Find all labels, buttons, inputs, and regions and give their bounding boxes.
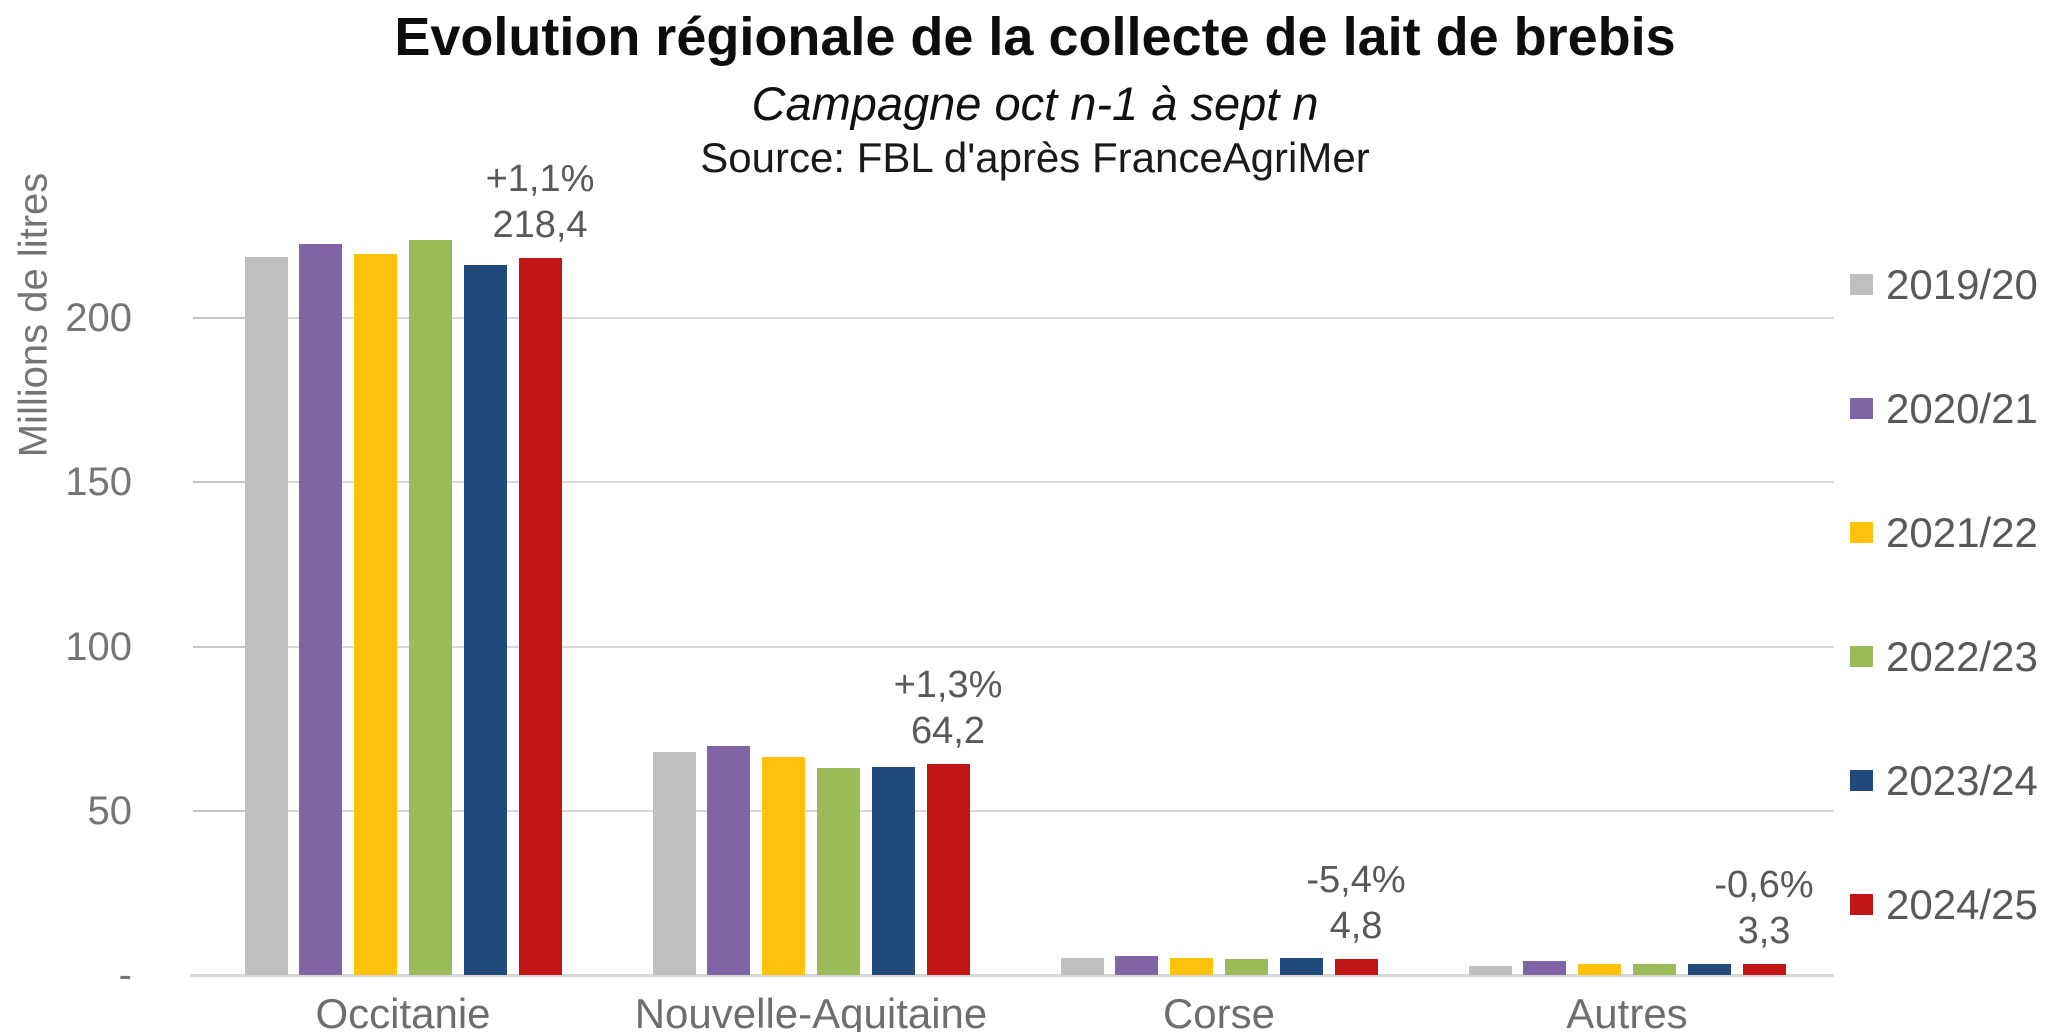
y-tick-mark-200 bbox=[193, 317, 245, 319]
annotation-pct-3: -0,6% bbox=[1714, 864, 1814, 907]
y-tick-label-200: 200 bbox=[65, 296, 132, 340]
x-category-label-0: Occitanie bbox=[315, 990, 491, 1032]
legend-swatch-2022/23 bbox=[1850, 646, 1873, 667]
annotation-pct-1: +1,3% bbox=[893, 664, 1003, 707]
y-tick-mark-150 bbox=[193, 481, 245, 484]
legend-swatch-2019/20 bbox=[1850, 274, 1873, 295]
y-tick-mark-50 bbox=[193, 809, 245, 812]
bar-2021/22-Corse bbox=[1170, 957, 1214, 975]
x-category-label-3: Autres bbox=[1566, 990, 1688, 1032]
y-tick-mark-100 bbox=[193, 645, 245, 648]
legend-label-2020/21: 2020/21 bbox=[1886, 385, 2038, 432]
y-tick-label-50: 50 bbox=[87, 788, 133, 833]
bar-2019/20-Corse bbox=[1060, 957, 1104, 975]
y-tick-label-150: 150 bbox=[65, 460, 132, 505]
bar-2024/25-Nouvelle-Aquitaine bbox=[926, 764, 970, 975]
chart-subtitle: Campagne oct n-1 à sept n bbox=[751, 77, 1319, 130]
bar-2021/22-Nouvelle-Aquitaine bbox=[762, 757, 806, 975]
bar-2021/22-Autres bbox=[1578, 963, 1622, 975]
annotation-1: +1,3% 64,2 bbox=[788, 662, 1108, 754]
y-tick-label-100: 100 bbox=[65, 624, 132, 669]
y-tick-label-zero: - bbox=[118, 953, 132, 997]
annotation-pct-0: +1,1% bbox=[485, 157, 595, 200]
bar-2019/20-Nouvelle-Aquitaine bbox=[652, 752, 696, 975]
legend-label-2024/25: 2024/25 bbox=[1886, 881, 2038, 928]
bar-2020/21-Nouvelle-Aquitaine bbox=[707, 746, 751, 975]
bar-2022/23-Corse bbox=[1224, 958, 1268, 975]
gridline-200 bbox=[196, 317, 1834, 319]
gridline-150 bbox=[196, 481, 1834, 484]
bar-2022/23-Autres bbox=[1632, 963, 1676, 975]
annotation-2: -5,4% 4,8 bbox=[1196, 857, 1516, 949]
bar-2020/21-Autres bbox=[1523, 960, 1567, 975]
x-axis-line bbox=[190, 974, 1834, 977]
legend-label-2023/24: 2023/24 bbox=[1886, 757, 2038, 804]
annotation-pct-2: -5,4% bbox=[1306, 859, 1406, 902]
x-category-label-1: Nouvelle-Aquitaine bbox=[634, 990, 988, 1032]
chart-source-note: Source: FBL d'après FranceAgriMer bbox=[700, 134, 1370, 181]
annotation-value-3: 3,3 bbox=[1737, 910, 1791, 953]
annotation-value-1: 64,2 bbox=[911, 710, 985, 753]
annotation-3: -0,6% 3,3 bbox=[1604, 862, 1924, 954]
legend-swatch-2024/25 bbox=[1850, 894, 1873, 915]
gridline-100 bbox=[196, 645, 1834, 648]
bar-2022/23-Nouvelle-Aquitaine bbox=[816, 768, 860, 975]
bar-2023/24-Autres bbox=[1687, 964, 1731, 975]
bar-2023/24-Occitanie bbox=[463, 265, 507, 975]
bar-2024/25-Autres bbox=[1742, 964, 1786, 975]
legend-swatch-2021/22 bbox=[1850, 522, 1873, 543]
annotation-value-2: 4,8 bbox=[1329, 905, 1383, 948]
bar-2019/20-Occitanie bbox=[244, 256, 288, 975]
chart-title: Evolution régionale de la collecte de la… bbox=[394, 7, 1676, 67]
annotation-0: +1,1% 218,4 bbox=[380, 156, 700, 248]
bar-2021/22-Occitanie bbox=[354, 253, 398, 975]
bar-2019/20-Autres bbox=[1468, 966, 1512, 975]
bar-2022/23-Occitanie bbox=[408, 240, 452, 975]
annotation-value-0: 218,4 bbox=[492, 203, 588, 246]
bar-2020/21-Occitanie bbox=[299, 243, 343, 975]
legend-label-2022/23: 2022/23 bbox=[1886, 633, 2038, 680]
legend-swatch-2023/24 bbox=[1850, 770, 1873, 791]
legend-label-2021/22: 2021/22 bbox=[1886, 509, 2038, 556]
bar-2023/24-Corse bbox=[1279, 958, 1323, 975]
bar-2020/21-Corse bbox=[1115, 955, 1159, 975]
bar-2024/25-Corse bbox=[1334, 959, 1378, 975]
x-category-label-2: Corse bbox=[1162, 990, 1276, 1032]
bar-2024/25-Occitanie bbox=[518, 257, 562, 975]
bar-2023/24-Nouvelle-Aquitaine bbox=[871, 766, 915, 975]
gridline-50 bbox=[196, 809, 1834, 812]
legend-label-2019/20: 2019/20 bbox=[1886, 261, 2038, 308]
legend-swatch-2020/21 bbox=[1850, 398, 1873, 419]
